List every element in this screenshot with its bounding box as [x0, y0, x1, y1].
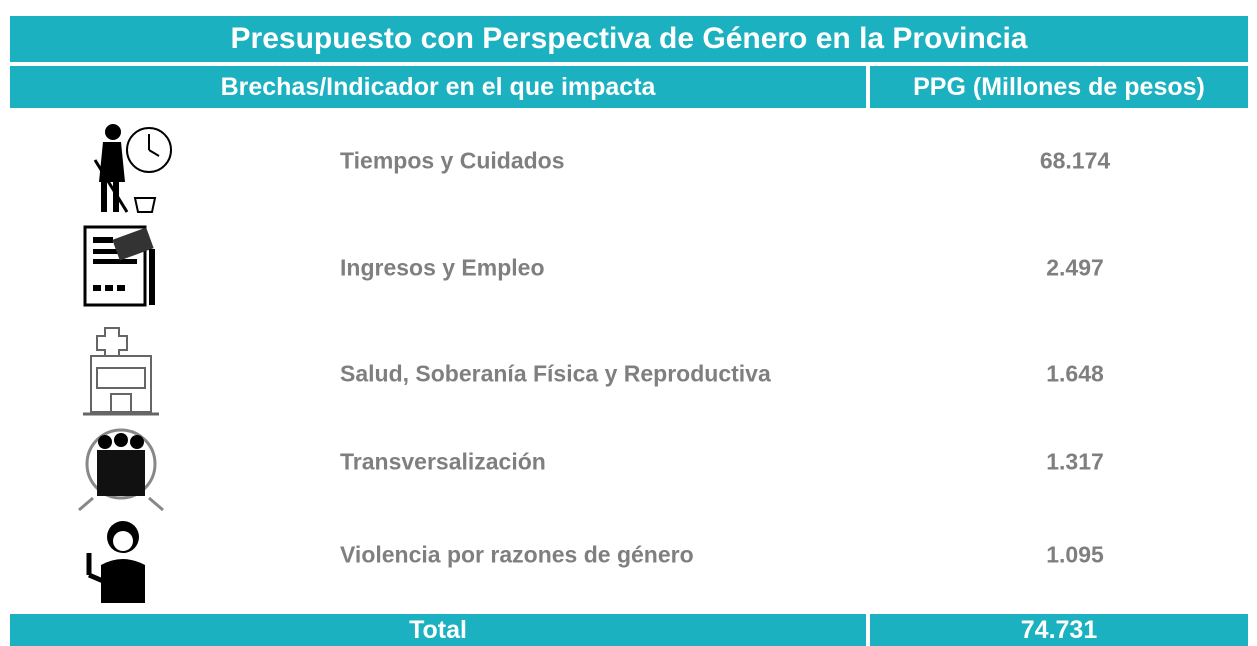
icon-health [75, 326, 175, 418]
row-value: 2.497 [1000, 255, 1150, 282]
icon-violence [75, 515, 175, 605]
icon-care [75, 120, 175, 215]
page: Presupuesto con Perspectiva de Género en… [0, 0, 1257, 646]
title: Presupuesto con Perspectiva de Género en… [10, 16, 1248, 62]
row-label: Transversalización [340, 449, 546, 476]
row-label: Violencia por razones de género [340, 542, 694, 569]
total-label: Total [10, 614, 866, 646]
column-header: Brechas/Indicador en el que impacta [10, 66, 866, 108]
icon-mainstreaming [75, 422, 175, 512]
total-value: 74.731 [870, 614, 1248, 646]
icon-income [75, 225, 175, 310]
row-value: 68.174 [1000, 148, 1150, 175]
row-value: 1.648 [1000, 361, 1150, 388]
row-label: Salud, Soberanía Física y Reproductiva [340, 361, 771, 388]
row-label: Tiempos y Cuidados [340, 148, 565, 175]
row-value: 1.317 [1000, 449, 1150, 476]
column-header: PPG (Millones de pesos) [870, 66, 1248, 108]
row-value: 1.095 [1000, 542, 1150, 569]
row-label: Ingresos y Empleo [340, 255, 545, 282]
